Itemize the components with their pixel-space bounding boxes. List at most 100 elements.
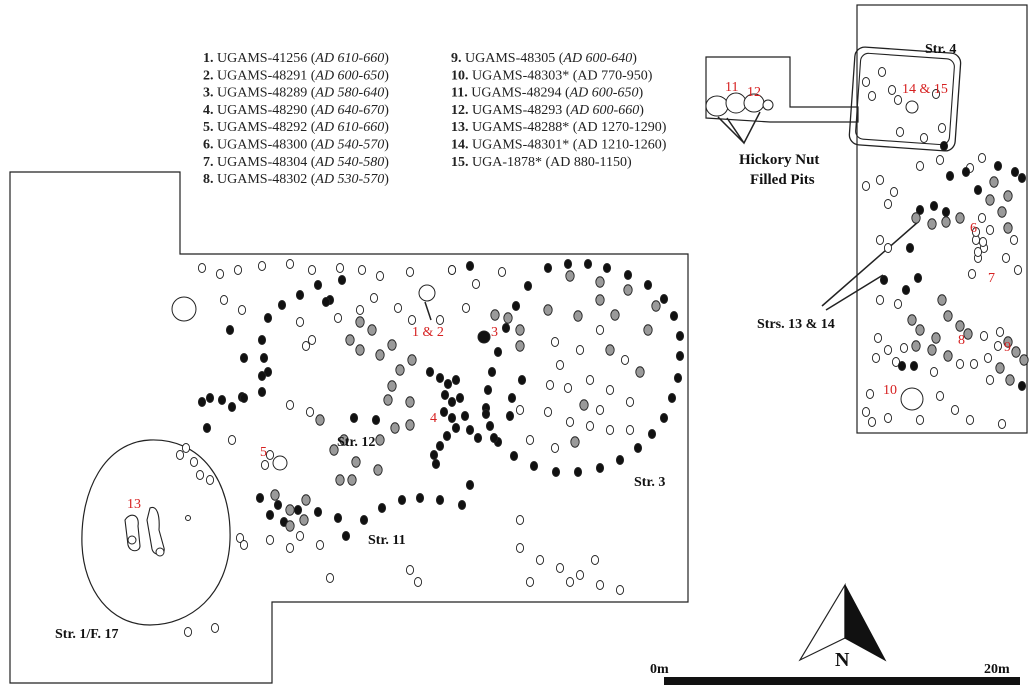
posthole: [887, 85, 897, 95]
posthole: [515, 324, 525, 336]
posthole: [285, 259, 295, 269]
posthole: [937, 294, 947, 306]
legend-entry: 14. UGAMS-48301* (AD 1210-1260): [451, 138, 667, 153]
north-label: N: [835, 649, 850, 671]
sample-label-10: 10: [883, 383, 897, 398]
posthole: [625, 425, 635, 435]
posthole: [913, 273, 923, 283]
str-4-pit: [905, 100, 919, 114]
posthole: [189, 457, 199, 467]
posthole: [955, 359, 965, 369]
posthole: [667, 393, 677, 403]
posthole: [351, 456, 361, 468]
legend-entry: 15. UGA-1878* (AD 880-1150): [451, 155, 632, 170]
posthole: [265, 450, 275, 460]
posthole: [643, 280, 653, 290]
posthole: [623, 270, 633, 280]
posthole: [225, 325, 235, 335]
hickory-pit: [705, 95, 729, 117]
posthole: [585, 375, 595, 385]
posthole: [675, 351, 685, 361]
posthole: [465, 425, 475, 435]
posthole: [585, 421, 595, 431]
posthole: [369, 293, 379, 303]
posthole: [461, 303, 471, 313]
posthole: [315, 414, 325, 426]
east-excavation-outline: [856, 4, 1028, 434]
posthole: [257, 261, 267, 271]
sample-5-post: [272, 455, 288, 471]
posthole: [978, 237, 988, 247]
posthole: [995, 327, 1005, 337]
posthole: [447, 413, 457, 423]
posthole: [497, 267, 507, 277]
posthole: [873, 333, 883, 343]
sample-label-5: 5: [260, 445, 267, 460]
posthole: [405, 396, 415, 408]
posthole: [595, 463, 605, 473]
posthole: [517, 375, 527, 385]
posthole: [979, 331, 989, 341]
posthole: [915, 161, 925, 171]
posthole: [595, 580, 605, 590]
posthole: [355, 316, 365, 328]
posthole: [355, 305, 365, 315]
posthole: [440, 390, 450, 400]
posthole: [397, 495, 407, 505]
posthole: [473, 433, 483, 443]
posthole: [579, 399, 589, 411]
posthole: [515, 340, 525, 352]
posthole: [971, 227, 981, 237]
posthole: [255, 493, 265, 503]
posthole: [929, 367, 939, 377]
posthole: [651, 300, 661, 312]
structure-label-12: Str. 12: [337, 435, 375, 450]
posthole: [285, 520, 295, 532]
posthole: [915, 415, 925, 425]
posthole: [895, 127, 905, 137]
posthole: [263, 367, 273, 377]
legend-left-column: 1. UGAMS-41256 (AD 610-660) 2. UGAMS-4829…: [203, 51, 389, 187]
posthole: [393, 303, 403, 313]
scale-end-label: 20m: [984, 662, 1010, 677]
posthole: [460, 411, 470, 421]
posthole: [215, 269, 225, 279]
posthole: [205, 393, 215, 403]
posthole: [610, 309, 620, 321]
posthole: [455, 393, 465, 403]
posthole: [299, 514, 309, 526]
pointer-strs-13-14: [821, 221, 919, 307]
posthole: [909, 361, 919, 371]
posthole: [595, 294, 605, 306]
posthole: [993, 161, 1003, 171]
posthole: [425, 367, 435, 377]
posthole: [227, 402, 237, 412]
posthole: [471, 279, 481, 289]
posthole: [620, 355, 630, 365]
legend-entry: 9. UGAMS-48305 (AD 600-640): [451, 51, 637, 66]
posthole: [977, 213, 987, 223]
posthole: [883, 199, 893, 209]
posthole: [985, 225, 995, 235]
posthole: [429, 450, 439, 460]
legend-entry: 6. UGAMS-48300 (AD 540-570): [203, 138, 389, 153]
posthole: [407, 315, 417, 325]
posthole: [237, 305, 247, 315]
legend-entry: 11. UGAMS-48294 (AD 600-650): [451, 86, 643, 101]
posthole: [643, 324, 653, 336]
posthole: [535, 555, 545, 565]
posthole: [265, 510, 275, 520]
posthole: [595, 405, 605, 415]
posthole: [865, 389, 875, 399]
posthole: [911, 340, 921, 352]
posthole: [1001, 253, 1011, 263]
posthole: [967, 269, 977, 279]
posthole: [305, 407, 315, 417]
posthole: [371, 415, 381, 425]
posthole: [867, 417, 877, 427]
posthole: [861, 407, 871, 417]
posthole: [277, 300, 287, 310]
posthole: [197, 397, 207, 407]
posthole: [955, 212, 965, 224]
posthole: [431, 459, 441, 469]
